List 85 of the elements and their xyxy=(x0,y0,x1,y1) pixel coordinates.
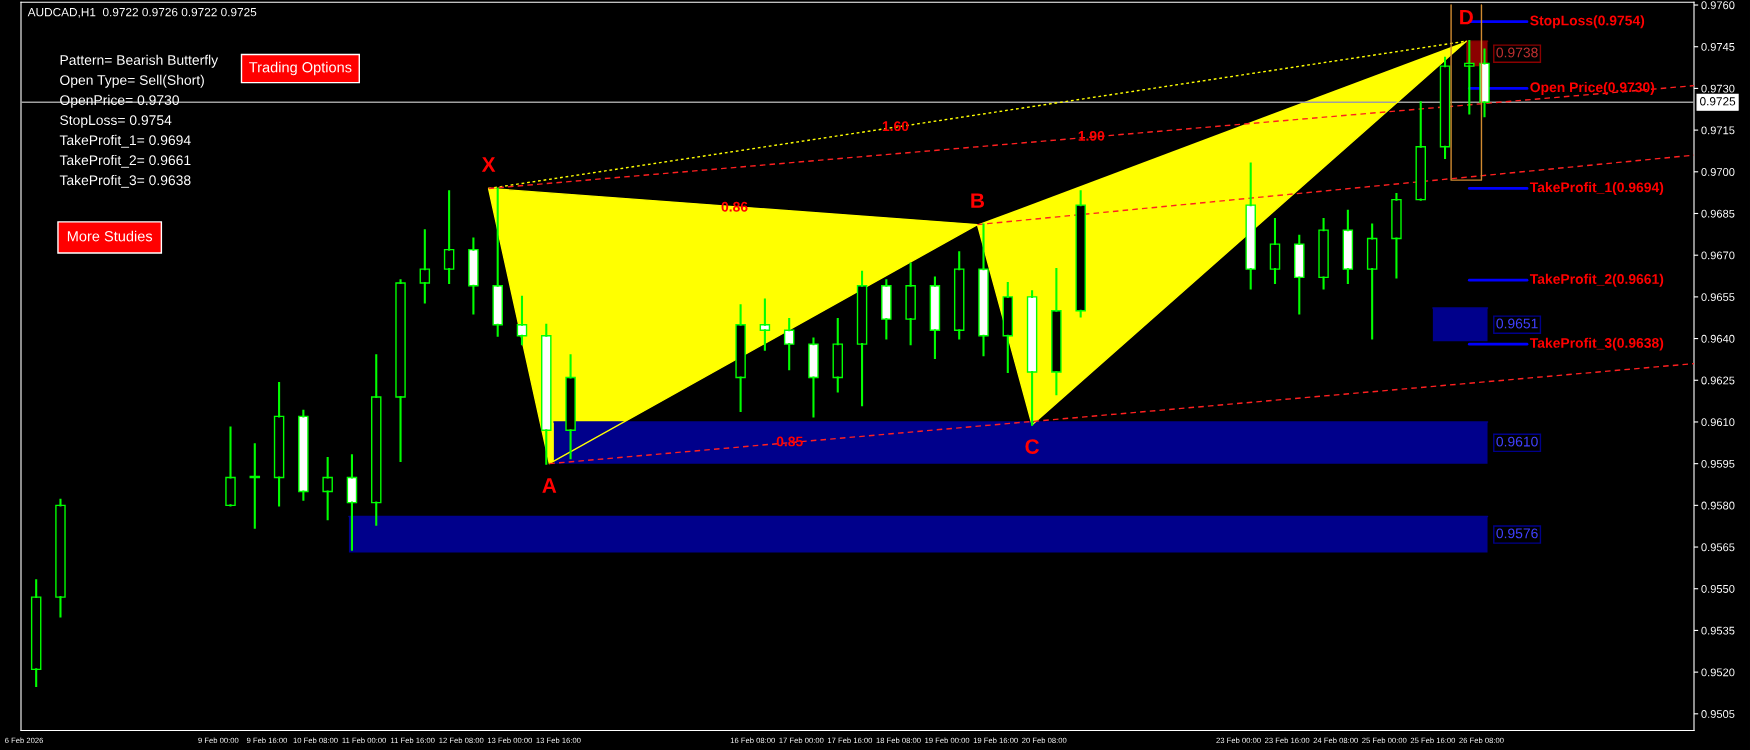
annotation: Open Type= Sell(Short) xyxy=(60,74,204,88)
annotation: TakeProfit_1(0.9694) xyxy=(1529,182,1664,195)
chart-title: AUDCAD,H1 0.9722 0.9726 0.9722 0.9725 xyxy=(27,7,257,18)
series-label: 0.9738 xyxy=(1496,47,1538,58)
series-label: 1.90 xyxy=(1078,130,1105,141)
candlestick xyxy=(419,229,431,304)
series-label: 0.85 xyxy=(776,436,803,447)
annotation: TakeProfit_2(0.9661) xyxy=(1529,273,1664,287)
annotation: TakeProfit_3(0.9638) xyxy=(1529,337,1664,351)
candlestick xyxy=(978,223,989,357)
ref-line-label: 0.9725 xyxy=(1700,97,1736,106)
y-tick-label: 0.9760 xyxy=(1701,1,1735,10)
annotation: B xyxy=(971,193,985,208)
annotation: StopLoss= 0.9754 xyxy=(60,115,172,128)
annotation: 1.60 xyxy=(882,121,909,132)
candlestick xyxy=(541,323,552,465)
annotation: Open Price(0.9730) xyxy=(1530,81,1655,95)
candlestick xyxy=(929,276,941,360)
candlestick xyxy=(1479,48,1490,118)
series-label: 0.9651 xyxy=(1496,318,1538,329)
candlestick xyxy=(55,498,66,618)
candlestick xyxy=(808,337,819,418)
candlestick xyxy=(30,579,42,688)
candlestick xyxy=(856,270,868,407)
candlestick xyxy=(273,382,285,507)
candlestick xyxy=(370,354,382,526)
candlestick xyxy=(1245,162,1256,290)
candlestick xyxy=(1294,234,1305,315)
candlestick xyxy=(1464,40,1475,115)
annotation: StopLoss(0.9754) xyxy=(1530,15,1645,29)
candlestick xyxy=(443,190,455,285)
candlestick xyxy=(1391,193,1402,279)
series-label: 0.9610 xyxy=(1496,436,1538,447)
candlestick xyxy=(1002,281,1014,373)
candlestick xyxy=(783,318,795,371)
candlestick xyxy=(322,457,333,521)
candlestick xyxy=(1439,56,1451,159)
y-tick-label: 0.9505 xyxy=(1701,710,1735,718)
candlestick xyxy=(1342,209,1354,285)
annotation: TakeProfit_3= 0.9638 xyxy=(59,174,191,188)
annotation: TakeProfit_2= 0.9661 xyxy=(59,154,191,168)
y-tick-label: 0.9625 xyxy=(1701,376,1735,385)
y-tick-label: 0.9520 xyxy=(1701,668,1735,677)
y-tick-label: 0.9535 xyxy=(1701,626,1735,635)
candlestick xyxy=(832,318,844,393)
candlestick xyxy=(1269,218,1281,285)
candlestick xyxy=(1075,190,1086,318)
annotation: TakeProfit_1= 0.9694 xyxy=(59,134,191,148)
y-tick-label: 0.9745 xyxy=(1701,42,1735,51)
annotation: X xyxy=(481,157,496,172)
y-tick-label: 0.9565 xyxy=(1701,543,1735,552)
candlestick xyxy=(905,262,916,346)
annotation: Pattern= Bearish Butterfly xyxy=(60,54,219,68)
y-tick-label: 0.9550 xyxy=(1701,585,1735,593)
candlestick xyxy=(565,354,576,460)
annotation: Trading Options xyxy=(249,61,352,76)
y-tick-label: 0.9670 xyxy=(1701,251,1735,260)
candlestick xyxy=(492,187,503,337)
y-tick-label: 0.9580 xyxy=(1701,501,1735,510)
candlestick xyxy=(468,237,479,315)
candlestick xyxy=(1051,268,1062,396)
candlestick xyxy=(225,426,236,507)
candlestick xyxy=(881,279,892,340)
y-tick-label: 0.9640 xyxy=(1701,334,1735,343)
y-tick-label: 0.9700 xyxy=(1701,168,1735,176)
y-tick-label: 0.9715 xyxy=(1701,126,1735,135)
candlestick xyxy=(395,279,406,462)
annotation: D xyxy=(1460,10,1473,25)
annotation: A xyxy=(542,478,557,493)
annotation: C xyxy=(1025,439,1040,454)
y-tick-label: 0.9655 xyxy=(1701,293,1735,302)
candlestick xyxy=(1318,218,1329,290)
series-label: 0.9576 xyxy=(1496,528,1538,539)
candlestick xyxy=(735,304,746,412)
candlestick xyxy=(298,409,309,501)
y-tick-label: 0.9610 xyxy=(1701,418,1735,427)
y-tick-label: 0.9730 xyxy=(1701,84,1735,93)
candlestick xyxy=(953,251,965,340)
y-tick-label: 0.9685 xyxy=(1701,209,1735,218)
annotation: More Studies xyxy=(67,230,153,242)
y-tick-label: 0.9595 xyxy=(1701,459,1735,468)
candlestick xyxy=(1026,290,1038,426)
candlestick xyxy=(1415,101,1426,201)
candlestick xyxy=(1366,223,1378,340)
candlestick xyxy=(346,454,358,551)
